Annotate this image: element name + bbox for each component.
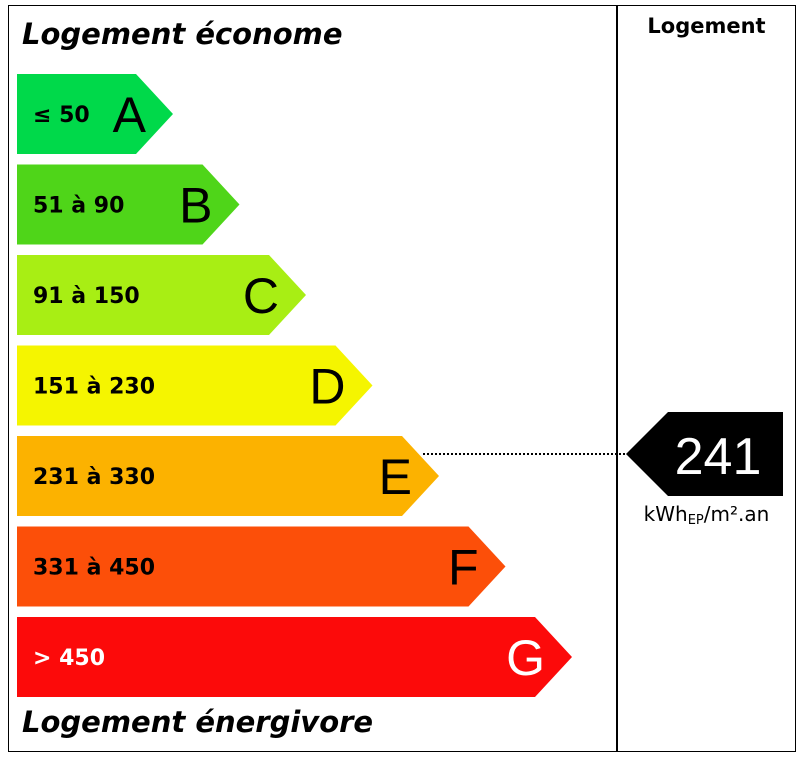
unit-label: kWhEP/m².an [617, 502, 796, 528]
class-b-bar: 51 à 90 B [17, 164, 240, 245]
unit-main: kWh [643, 502, 688, 526]
class-a-arrow [17, 74, 173, 154]
class-b-letter: B [179, 178, 212, 234]
class-g-bar: > 450 G [17, 617, 572, 697]
class-f-arrow [17, 526, 506, 607]
value-indicator-arrow [626, 412, 783, 496]
class-e-arrow [17, 436, 439, 516]
column-header: Logement [647, 14, 766, 38]
column-divider [616, 5, 618, 752]
unit-sub: EP [687, 513, 704, 528]
class-a-range: ≤ 50 [33, 103, 90, 128]
class-c-letter: C [243, 268, 279, 324]
class-c-range: 91 à 150 [33, 284, 140, 309]
class-g-arrow [17, 617, 572, 697]
bottom-caption: Logement énergivore [22, 705, 374, 739]
class-f-bar: 331 à 450 F [17, 526, 506, 607]
class-g-letter: G [506, 630, 545, 686]
class-d-letter: D [309, 359, 345, 415]
class-c-arrow [17, 255, 306, 335]
class-a-bar: ≤ 50 A [17, 74, 173, 154]
class-d-arrow [17, 345, 373, 426]
class-g-range: > 450 [33, 646, 105, 671]
unit-tail: /m².an [703, 502, 770, 526]
label-frame [8, 5, 796, 752]
class-e-letter: E [379, 449, 412, 505]
class-d-bar: 151 à 230 D [17, 345, 373, 426]
class-e-bar: 231 à 330 E [17, 436, 439, 516]
class-b-range: 51 à 90 [33, 194, 124, 219]
class-b-arrow [17, 164, 240, 245]
class-e-range: 231 à 330 [33, 465, 155, 490]
class-f-letter: F [448, 540, 479, 596]
value-indicator-text: 241 [675, 428, 762, 486]
top-caption: Logement économe [22, 17, 343, 51]
class-f-range: 331 à 450 [33, 556, 155, 581]
class-d-range: 151 à 230 [33, 375, 155, 400]
class-c-bar: 91 à 150 C [17, 255, 306, 335]
class-a-letter: A [113, 87, 147, 143]
